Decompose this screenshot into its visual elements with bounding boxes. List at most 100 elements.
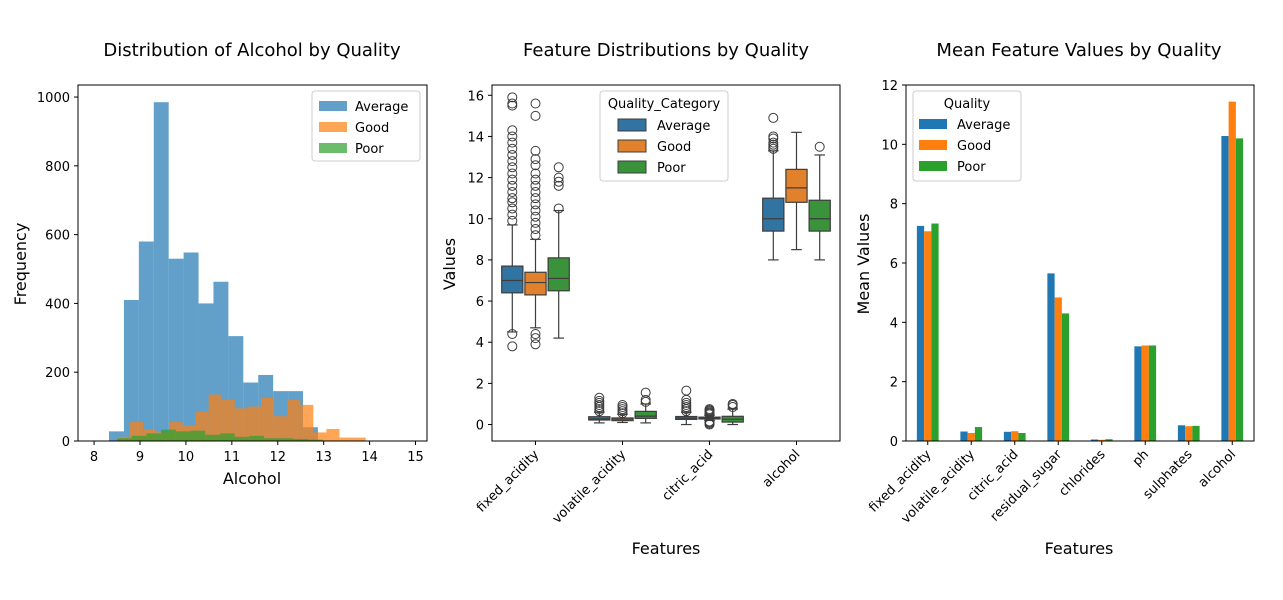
legend-swatch-average [617,118,647,132]
y-tick-label: 0 [476,419,484,434]
hist-bar-good [247,406,261,441]
box-fixed-acidity-good-outlier [530,333,541,344]
hist-bar-poor [205,434,220,441]
box-volatile-acidity-average-outlier [594,395,605,406]
box-fixed-acidity-poor-outlier [553,162,564,173]
bar-ph-poor [1148,345,1157,441]
box-alcohol-poor [808,199,831,232]
histogram-legend: Average Good Poor [311,90,421,162]
box-fixed-acidity-good-outlier [530,110,541,121]
bar-chlorides-good [1098,439,1106,441]
bar-volatile-acidity-good [967,432,975,441]
box-fixed-acidity-average-outlier [507,209,518,220]
hist-bar-poor [263,438,279,441]
histogram-xlabel: Alcohol [223,469,281,488]
box-volatile-acidity-poor [634,410,657,419]
bar-fixed-acidity-good [924,231,932,441]
box-fixed-acidity-average-outlier [507,92,518,103]
box-fixed-acidity-poor-outlier [553,203,564,214]
legend-label-average: Average [957,118,1010,133]
y-tick-label: 14 [467,130,484,145]
box-fixed-acidity-good-outlier [530,217,541,228]
x-tick-label: alcohol [1196,447,1239,490]
box-fixed-acidity-average-outlier [507,187,518,198]
hist-bar-good [287,399,301,441]
legend-swatch-average [319,101,347,111]
bar-title: Mean Feature Values by Quality [936,40,1222,61]
hist-bar-average [138,241,154,441]
hist-bar-poor [117,438,132,441]
x-tick-label: 11 [224,450,241,465]
x-tick-label: chlorides [1056,447,1108,499]
boxplot-title: Feature Distributions by Quality [523,40,809,61]
x-tick-label: ph [1130,447,1152,469]
y-tick-label: 600 [45,229,70,244]
bar-citric-acid-poor [1018,432,1026,441]
legend-swatch-good [319,122,347,132]
y-tick-label: 6 [476,295,484,310]
hist-bar-good [352,437,366,441]
box-fixed-acidity-poor-outlier [553,176,564,187]
y-tick-label: 200 [45,366,70,381]
bar-chlorides-poor [1105,439,1113,441]
histogram-ylabel: Frequency [11,223,30,306]
box-fixed-acidity-good-outlier [530,230,541,241]
box-fixed-acidity-good-outlier [530,98,541,109]
bar-xlabel: Features [1045,539,1114,558]
bar-sulphates-good [1185,426,1193,441]
box-fixed-acidity-average-outlier [507,341,518,352]
hist-bar-poor [293,438,309,441]
legend-label-good: Good [957,139,991,154]
x-tick-label: citric_acid [659,447,716,504]
x-tick-label: 15 [407,450,424,465]
legend-swatch-poor [617,160,647,174]
y-tick-label: 0 [62,435,70,450]
bar-ph-good [1141,345,1149,441]
legend-label-average: Average [657,119,710,134]
hist-bar-poor [249,435,264,441]
box-fixed-acidity-average-outlier [507,149,518,160]
bar-residual-sugar-poor [1061,313,1070,441]
hist-bar-poor [161,429,176,441]
box-volatile-acidity-poor-outlier [640,394,651,405]
y-tick-label: 800 [45,160,70,175]
bar-citric-acid-average [1003,431,1012,441]
x-tick-label: volatile_acidity [899,447,979,527]
box-fixed-acidity-good-outlier [530,224,541,235]
y-tick-label: 0 [890,435,898,450]
box-volatile-acidity-poor-outlier [640,387,651,398]
hist-bar-average [108,431,124,441]
bar-residual-sugar-good [1054,297,1062,441]
bar-volatile-acidity-average [960,431,968,441]
x-tick-label: 12 [269,450,286,465]
box-fixed-acidity-good-outlier [530,154,541,165]
box-fixed-acidity-poor [547,257,570,292]
y-tick-label: 16 [467,89,484,104]
box-alcohol-average-outlier [768,137,779,148]
box-fixed-acidity-average-outlier [507,180,518,191]
bar-ylabel: Mean Values [854,214,873,315]
hist-bar-good [234,408,248,441]
legend-swatch-average [919,119,947,129]
y-tick-label: 8 [890,198,898,213]
bar-legend: Quality Average Good Poor [912,90,1022,182]
y-tick-label: 400 [45,297,70,312]
box-fixed-acidity-good-outlier [530,205,541,216]
box-fixed-acidity-average-outlier [507,215,518,226]
legend-frame [912,90,1022,182]
box-fixed-acidity-good-outlier [530,180,541,191]
box-fixed-acidity-good-outlier [530,339,541,350]
hist-bar-good [221,399,235,441]
legend-label-average: Average [355,100,408,115]
box-fixed-acidity-average-outlier [507,100,518,111]
bar-fixed-acidity-poor [931,223,939,441]
box-fixed-acidity-good-outlier [530,193,541,204]
histogram-axes-frame [77,84,428,442]
box-fixed-acidity-poor-outlier [553,172,564,183]
box-fixed-acidity-good-outlier [530,199,541,210]
boxplot-xlabel: Features [632,539,701,558]
bar-panel: Mean Feature Values by Quality Features … [854,40,1255,558]
box-fixed-acidity-good [524,271,547,296]
hist-bar-poor [131,435,147,441]
box-alcohol-average-outlier [768,112,779,123]
